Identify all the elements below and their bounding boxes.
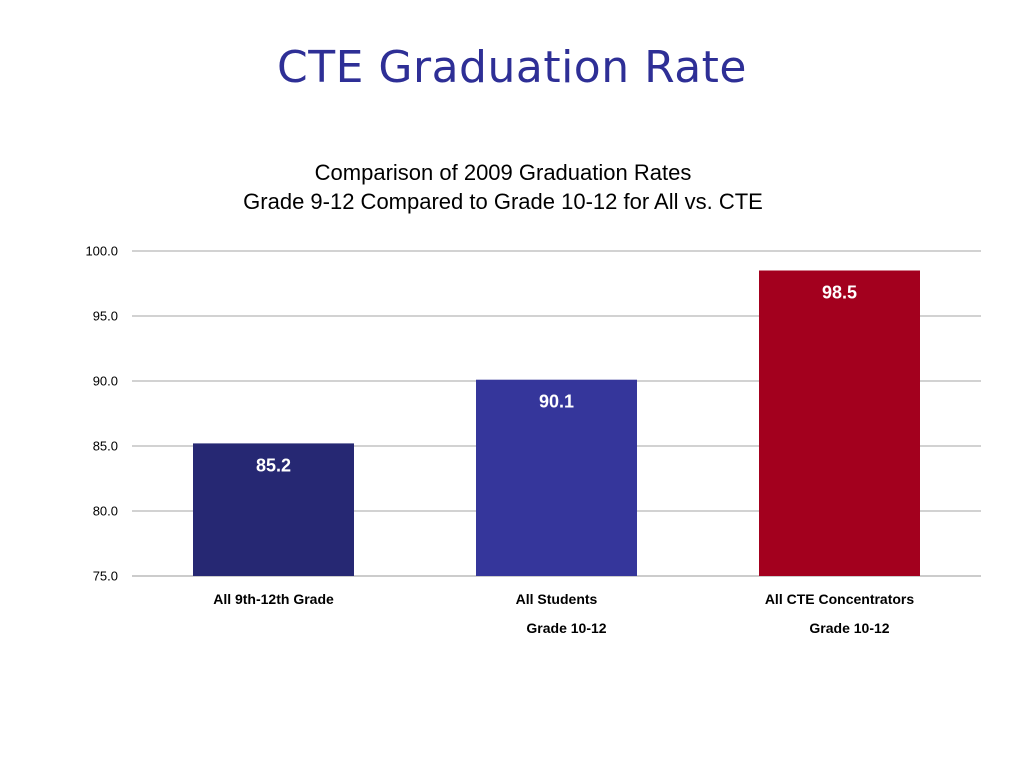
bar xyxy=(476,379,637,576)
y-tick-label: 95.0 xyxy=(93,309,118,324)
x-category-label: Grade 10-12 xyxy=(809,620,889,636)
x-category-label: Grade 10-12 xyxy=(526,620,606,636)
y-tick-label: 75.0 xyxy=(93,569,118,584)
y-tick-label: 90.0 xyxy=(93,374,118,389)
slide-title: CTE Graduation Rate xyxy=(277,42,747,93)
x-category-label: All 9th-12th Grade xyxy=(213,591,334,607)
data-label: 98.5 xyxy=(822,283,857,303)
y-tick-label: 85.0 xyxy=(93,439,118,454)
x-category-label: All CTE Concentrators xyxy=(765,591,915,607)
chart-title-line-2: Grade 9-12 Compared to Grade 10-12 for A… xyxy=(243,189,763,214)
y-tick-label: 80.0 xyxy=(93,504,118,519)
y-tick-label: 100.0 xyxy=(85,244,118,259)
bar xyxy=(759,270,920,576)
chart-title-line-1: Comparison of 2009 Graduation Rates xyxy=(314,160,692,185)
chart-title: Comparison of 2009 Graduation Rates Grad… xyxy=(0,158,1006,216)
data-label: 85.2 xyxy=(256,455,291,475)
x-category-label: All Students xyxy=(516,591,598,607)
bar xyxy=(193,443,354,576)
data-label: 90.1 xyxy=(539,392,574,412)
